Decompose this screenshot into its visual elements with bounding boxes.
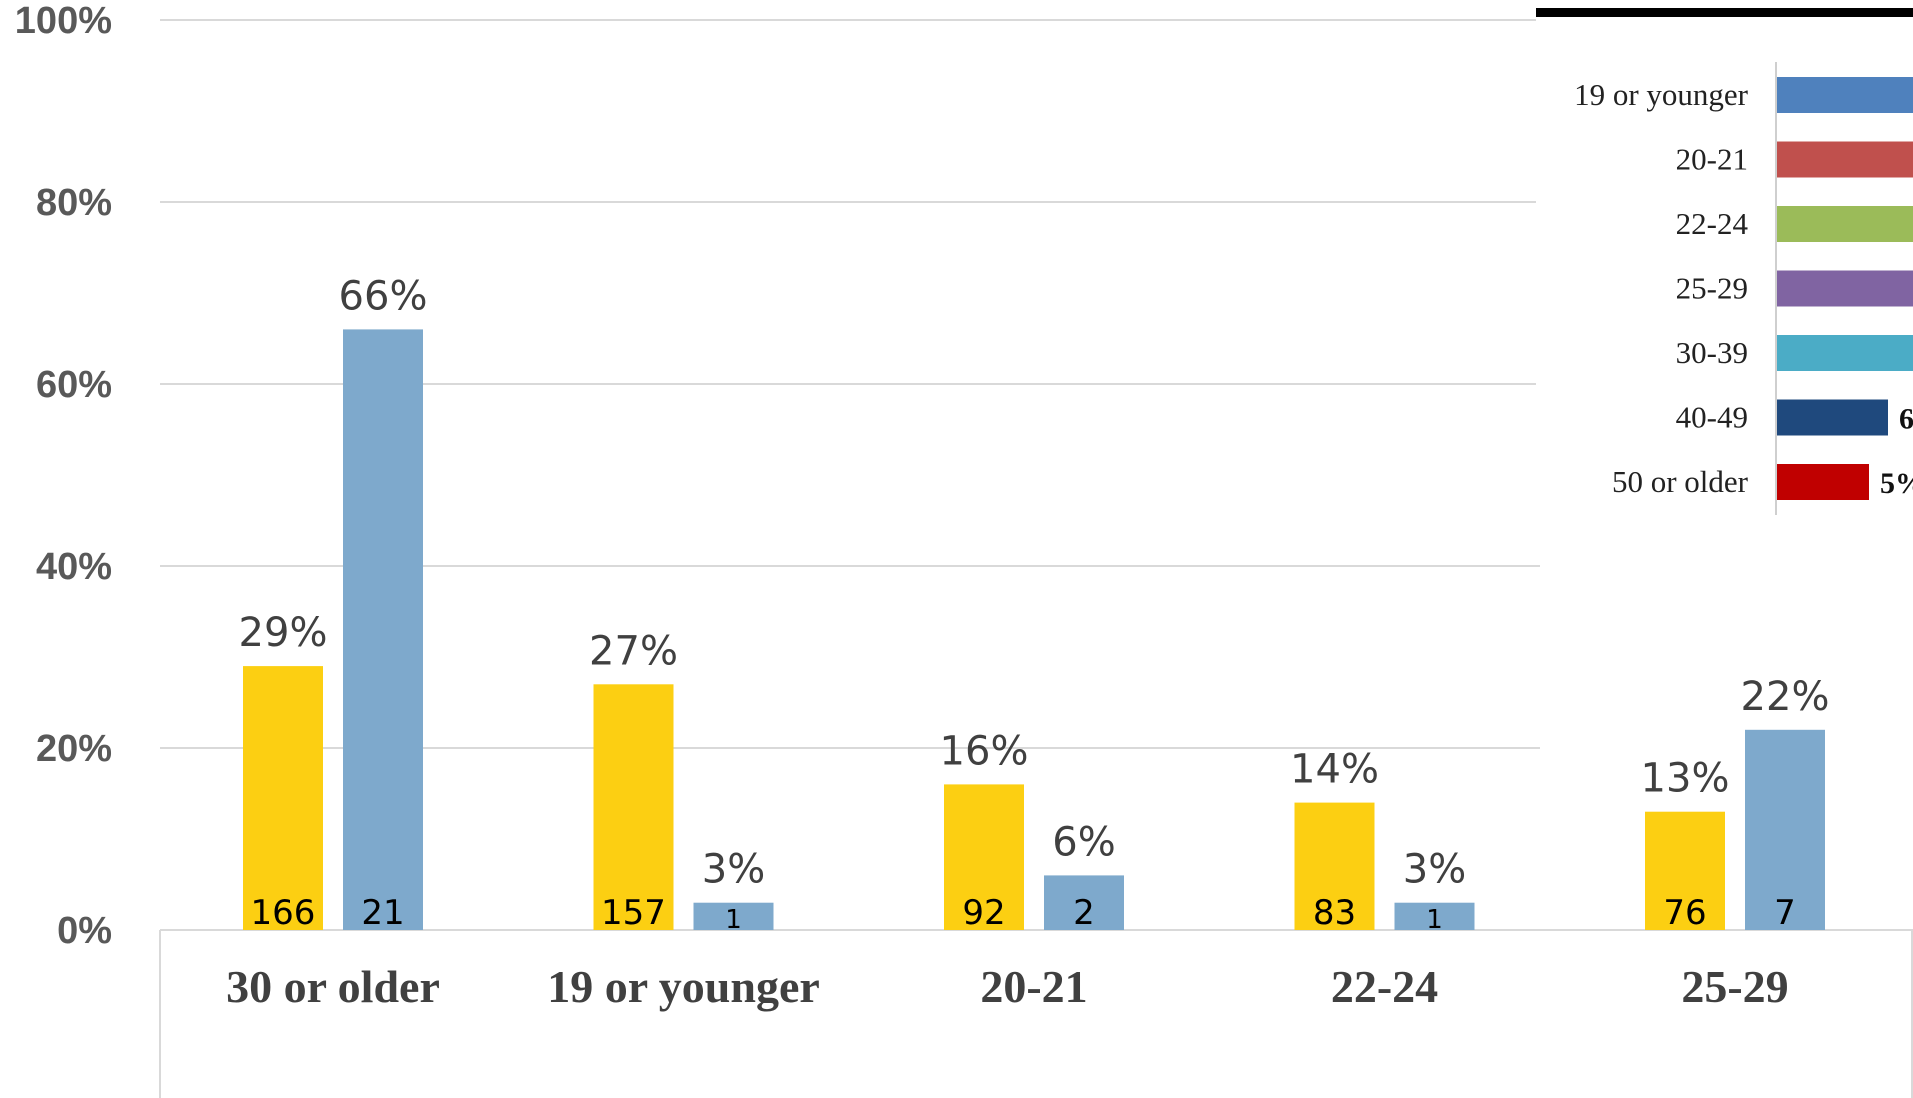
inset-category-label: 22-24	[1676, 206, 1749, 241]
inset-bar	[1777, 464, 1869, 500]
bars: 29% 166 66% 21 27% 157 3% 1 16% 92 6% 2 14% 83 3% 1 13% 7…	[239, 273, 1830, 935]
bar-group: 13% 76 22% 7	[1641, 674, 1830, 933]
bar-value-label: 13%	[1641, 756, 1730, 802]
bar-value-label: 3%	[702, 847, 765, 893]
inset-bar	[1777, 335, 1913, 371]
inset-bar	[1777, 206, 1913, 242]
y-tick-label: 60%	[36, 364, 112, 406]
y-tick-label: 100%	[15, 0, 112, 42]
x-axis: 30 or older 19 or younger 20-21 22-24 25-29	[226, 961, 1789, 1012]
bar	[593, 684, 674, 930]
x-tick-label: 19 or younger	[547, 961, 820, 1012]
bar	[1044, 875, 1124, 930]
bar-value-label: 16%	[940, 728, 1029, 774]
y-tick-label: 80%	[36, 182, 112, 224]
bar-count-label: 92	[962, 893, 1005, 933]
bar-count-label: 1	[1426, 905, 1443, 935]
bar	[343, 329, 423, 930]
x-tick-label: 25-29	[1681, 961, 1788, 1012]
bar-group: 29% 166 66% 21	[239, 273, 428, 933]
bar-count-label: 7	[1774, 893, 1796, 933]
bar-count-label: 2	[1073, 893, 1095, 933]
bar	[693, 902, 774, 930]
inset-category-label: 19 or younger	[1574, 77, 1749, 112]
inset-bar	[1777, 141, 1913, 178]
bar	[1394, 902, 1475, 930]
bar-value-label: 27%	[589, 628, 678, 674]
y-tick-label: 0%	[57, 910, 112, 952]
y-axis: 0% 20% 40% 60% 80% 100%	[15, 0, 112, 952]
inset-category-label: 25-29	[1676, 271, 1748, 306]
bar-count-label: 21	[361, 893, 404, 933]
inset-category-label: 50 or older	[1612, 464, 1749, 499]
bar-value-label: 14%	[1290, 747, 1379, 793]
bar	[944, 784, 1024, 930]
bar-count-label: 76	[1663, 893, 1706, 933]
bar	[243, 666, 323, 930]
inset-top-rule	[1536, 8, 1913, 17]
inset-bar	[1777, 270, 1913, 307]
inset-bar	[1777, 77, 1913, 113]
bar-count-label: 83	[1313, 893, 1356, 933]
bar-group: 16% 92 6% 2	[940, 728, 1124, 933]
bar-group: 14% 83 3% 1	[1290, 747, 1475, 935]
bar	[1645, 811, 1725, 930]
y-tick-label: 40%	[36, 546, 112, 588]
x-tick-label: 30 or older	[226, 961, 440, 1012]
bar-value-label: 29%	[239, 610, 328, 656]
inset-category-label: 30-39	[1676, 335, 1748, 370]
inset-value-label: 5%	[1880, 467, 1913, 500]
bar-value-label: 3%	[1403, 847, 1466, 893]
bar	[1745, 729, 1825, 930]
x-tick-label: 22-24	[1331, 961, 1438, 1012]
bar-count-label: 157	[601, 893, 666, 933]
bar-value-label: 22%	[1741, 674, 1830, 720]
bar-group: 27% 157 3% 1	[589, 628, 774, 935]
x-tick-label: 20-21	[980, 961, 1087, 1012]
inset-bar	[1777, 399, 1888, 436]
inset-category-label: 20-21	[1676, 142, 1748, 177]
inset-chart: 19 or younger 20-21 22-24 25-29 30-39 40-49 6 5…	[1536, 0, 1913, 560]
bar-value-label: 6%	[1052, 819, 1115, 865]
bar	[1294, 802, 1375, 930]
bar-count-label: 166	[251, 893, 316, 933]
bar-value-label: 66%	[339, 273, 428, 319]
inset-value-label: 6	[1899, 403, 1913, 436]
bar-count-label: 1	[725, 905, 742, 935]
y-tick-label: 20%	[36, 728, 112, 770]
x-axis-panel	[159, 929, 1913, 1098]
inset-category-label: 40-49	[1676, 400, 1748, 435]
